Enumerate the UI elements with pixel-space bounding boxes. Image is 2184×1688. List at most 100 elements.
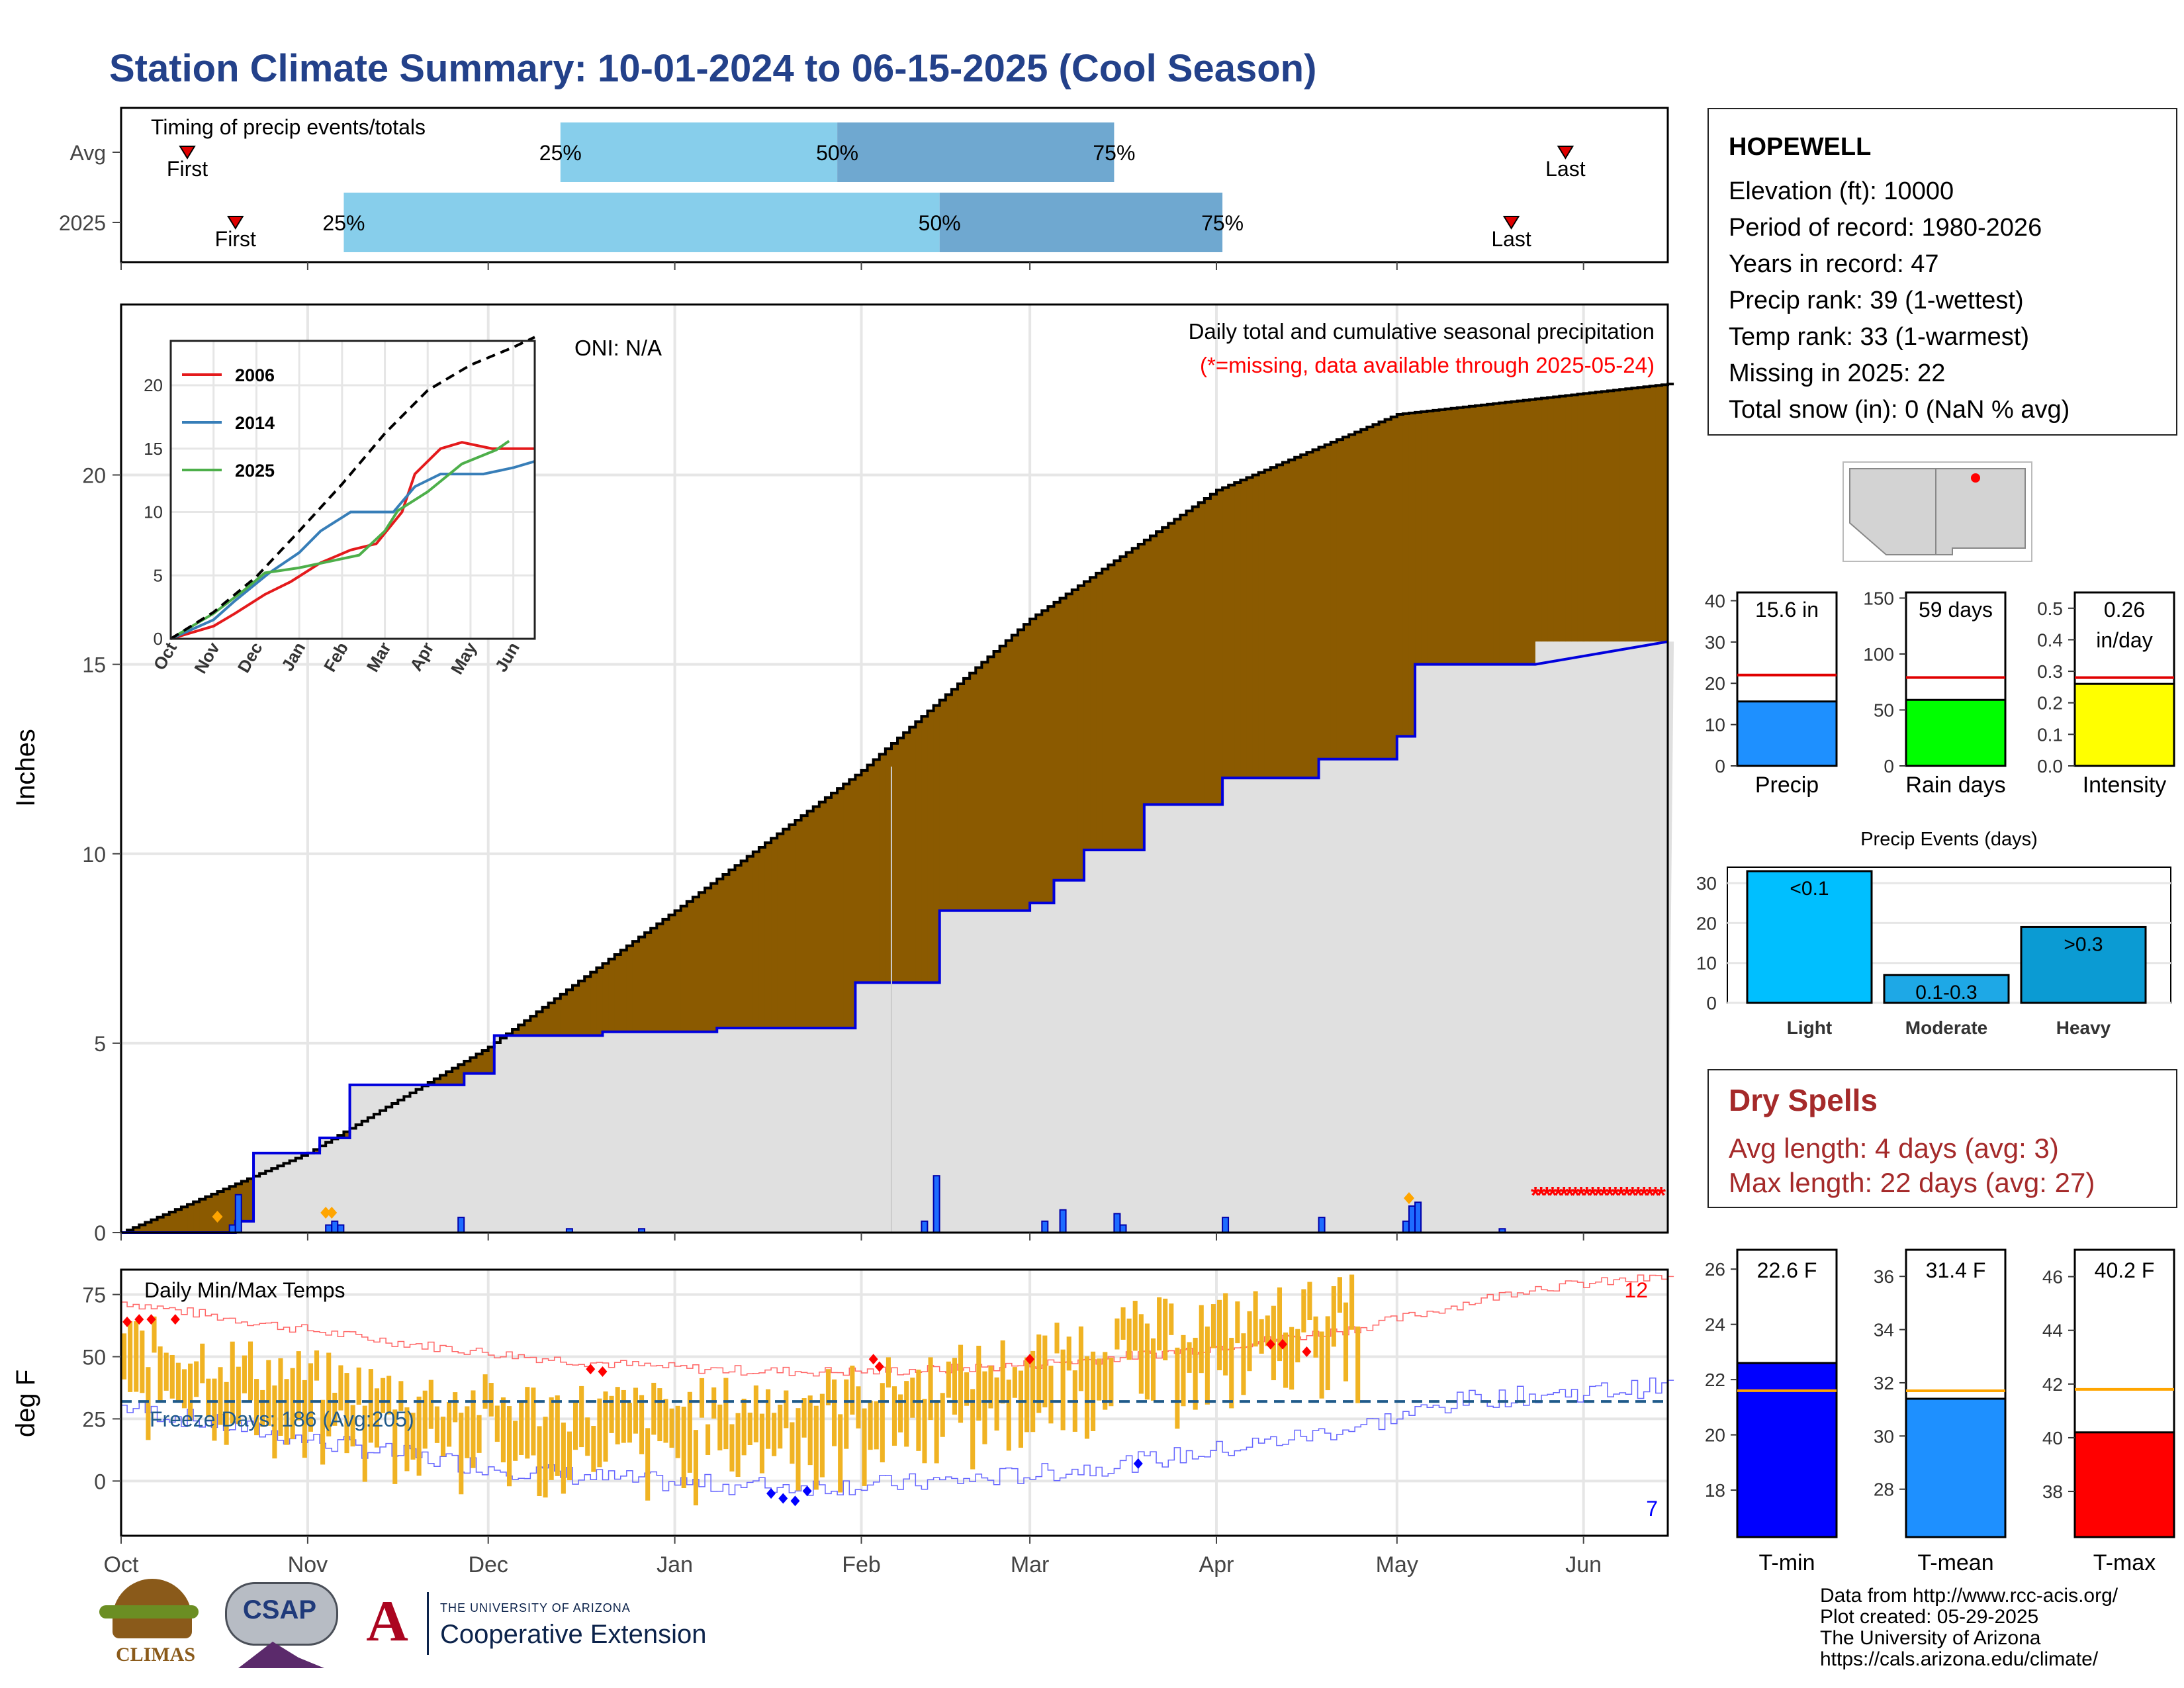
daily-temp-bar <box>711 1387 717 1419</box>
anomaly-fill <box>1180 515 1187 805</box>
anomaly-fill <box>1595 392 1602 642</box>
anomaly-fill <box>518 1025 525 1036</box>
anomaly-fill <box>933 705 940 983</box>
anomaly-fill <box>680 906 688 1032</box>
anomaly-fill <box>1565 395 1572 642</box>
summary-tick-label: 0.2 <box>2037 693 2063 714</box>
anomaly-fill <box>1210 494 1217 805</box>
temp-tick-label: 38 <box>2042 1481 2063 1502</box>
anomaly-fill <box>1096 573 1103 851</box>
daily-temp-bar <box>1235 1301 1240 1344</box>
anomaly-fill <box>157 1217 164 1233</box>
daily-temp-bar <box>248 1341 253 1401</box>
daily-temp-bar <box>747 1413 752 1445</box>
daily-temp-bar <box>531 1387 536 1456</box>
daily-temp-bar <box>1247 1311 1252 1372</box>
daily-temp-bar <box>1301 1289 1306 1333</box>
daily-temp-bar <box>218 1367 223 1425</box>
daily-temp-bar <box>169 1354 175 1399</box>
daily-temp-bar <box>181 1369 187 1409</box>
anomaly-fill <box>1240 480 1248 778</box>
month-label: Apr <box>1199 1552 1234 1577</box>
temp-tick-label: 32 <box>1874 1373 1894 1393</box>
first-marker <box>226 216 244 230</box>
anomaly-fill <box>927 710 934 983</box>
anomaly-fill <box>1505 402 1512 665</box>
missing-marker: * <box>1633 1182 1643 1209</box>
anomaly-fill <box>945 694 952 911</box>
anomaly-fill <box>1192 506 1199 805</box>
last-label: Last <box>1545 157 1586 181</box>
daily-temp-bar <box>772 1413 777 1456</box>
daily-precip-bar <box>1414 1201 1422 1234</box>
missing-marker: * <box>1622 1182 1631 1209</box>
anomaly-fill <box>1138 543 1145 851</box>
timing-bar-early <box>343 193 940 252</box>
anomaly-fill <box>1421 411 1428 665</box>
daily-temp-bar <box>1289 1327 1295 1390</box>
y-tick-label: 25 <box>82 1407 106 1431</box>
missing-marker: * <box>1594 1182 1603 1209</box>
anomaly-fill <box>801 816 808 1028</box>
daily-temp-bar <box>368 1369 373 1443</box>
temp-tick-label: 34 <box>1874 1320 1894 1340</box>
daily-temp-bar <box>194 1361 199 1397</box>
anomaly-fill <box>789 824 796 1028</box>
daily-temp-bar <box>1169 1303 1174 1335</box>
summary-bar-label: Rain days <box>1905 773 2005 798</box>
daily-temp-bar <box>260 1389 265 1427</box>
daily-temp-bar <box>916 1370 921 1451</box>
temp-tick-label: 40 <box>2042 1428 2063 1448</box>
station-name: HOPEWELL <box>1729 133 1872 161</box>
footer-line: The University of Arizona <box>1820 1627 2041 1649</box>
precip-axis-label: Inches <box>11 729 40 807</box>
events-tick-label: 30 <box>1696 873 1717 894</box>
daily-temp-bar <box>416 1396 422 1476</box>
climas-logo: CLIMAS <box>99 1579 212 1678</box>
daily-temp-bar <box>1126 1318 1132 1360</box>
daily-temp-bar <box>525 1387 530 1459</box>
daily-temp-bar <box>1199 1305 1204 1374</box>
month-label: Mar <box>1011 1552 1050 1577</box>
anomaly-fill <box>1379 422 1386 759</box>
daily-temp-bar <box>862 1408 867 1486</box>
inset-y-tick: 20 <box>144 375 163 395</box>
events-bar-label: 0.1-0.3 <box>1915 982 1977 1004</box>
daily-temp-bar <box>1157 1297 1162 1351</box>
university-of-arizona-logo: A THE UNIVERSITY OF ARIZONA Cooperative … <box>366 1589 707 1655</box>
inset-series-line <box>169 440 510 640</box>
inset-y-tick: 15 <box>144 439 163 459</box>
anomaly-fill <box>1030 618 1036 904</box>
temp-tick-label: 22 <box>1705 1370 1725 1390</box>
missing-marker: * <box>1657 1182 1666 1209</box>
summary-tick-label: 0.3 <box>2037 661 2063 682</box>
anomaly-fill <box>1541 398 1548 642</box>
anomaly-fill <box>139 1225 146 1233</box>
anomaly-fill <box>1036 614 1042 904</box>
anomaly-fill <box>1475 405 1482 665</box>
anomaly-fill <box>1234 482 1241 778</box>
anomaly-fill <box>1493 403 1500 665</box>
inset-bg <box>171 341 535 639</box>
daily-precip-bar <box>325 1224 333 1233</box>
anomaly-fill <box>970 673 976 911</box>
summary-value-label: in/day <box>2096 628 2152 652</box>
anomaly-fill <box>662 919 670 1032</box>
anomaly-fill <box>686 901 694 1032</box>
anomaly-fill <box>1174 519 1181 805</box>
daily-temp-bar <box>434 1406 439 1443</box>
station-location-marker <box>1971 473 1980 483</box>
daily-temp-bar <box>1078 1326 1083 1391</box>
anomaly-fill <box>668 915 676 1032</box>
anomaly-fill <box>1373 424 1380 759</box>
anomaly-fill <box>1306 452 1314 778</box>
daily-temp-bar <box>1036 1334 1042 1413</box>
timing-label: Timing of precip events/totals <box>151 115 426 139</box>
daily-temp-bar <box>1018 1370 1024 1448</box>
daily-temp-bar <box>1091 1351 1096 1431</box>
anomaly-fill <box>524 1020 531 1036</box>
anomaly-fill <box>1408 412 1416 737</box>
anomaly-fill <box>1577 394 1584 642</box>
daily-temp-bar <box>753 1385 758 1442</box>
events-bar <box>1883 974 2010 1004</box>
